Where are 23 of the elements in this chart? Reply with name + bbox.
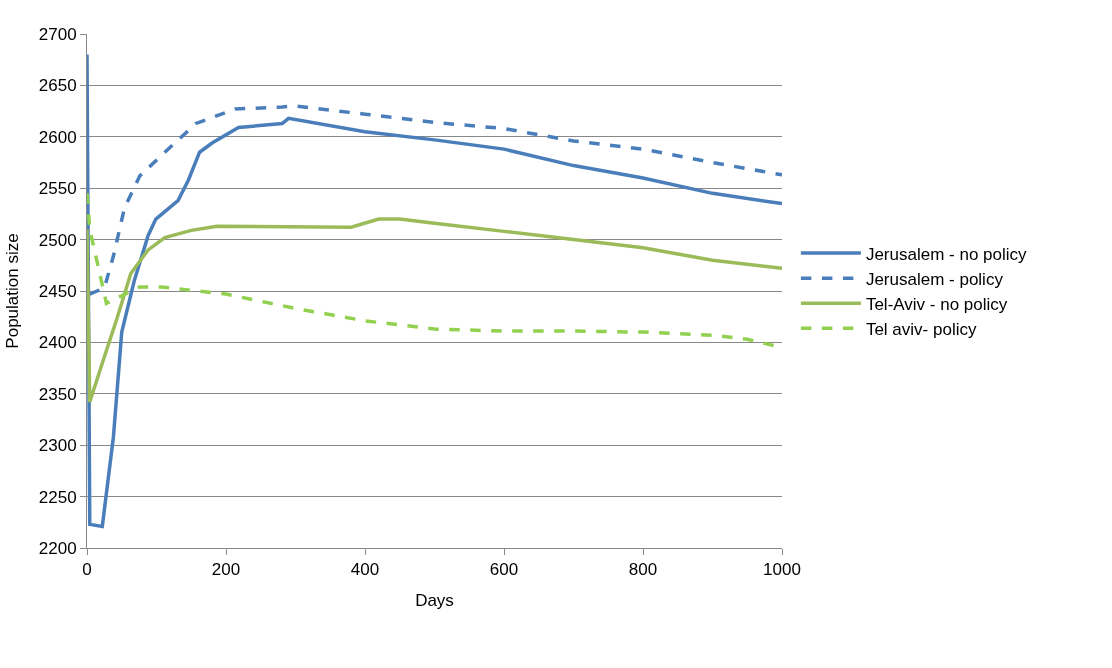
x-tick-label: 200 xyxy=(211,560,241,580)
y-tick-label: 2300 xyxy=(38,436,77,456)
x-tick-label: 800 xyxy=(628,560,658,580)
x-tick-label: 0 xyxy=(82,560,92,580)
y-tick-label: 2400 xyxy=(38,333,77,353)
y-axis-title: Population size xyxy=(3,233,23,349)
legend-label: Tel aviv- policy xyxy=(865,319,977,339)
x-tick-label: 1000 xyxy=(763,560,801,580)
y-tick-label: 2700 xyxy=(38,24,77,44)
legend-label: Tel-Aviv - no policy xyxy=(865,294,1008,314)
legend-label: Jerusalem - policy xyxy=(865,269,1004,289)
y-tick-label: 2250 xyxy=(38,487,77,507)
y-tick-label: 2200 xyxy=(38,538,77,558)
x-axis-title: Days xyxy=(415,590,454,610)
y-tick-label: 2600 xyxy=(38,127,77,147)
x-tick-label: 600 xyxy=(489,560,519,580)
legend-label: Jerusalem - no policy xyxy=(865,244,1028,264)
y-tick-label: 2350 xyxy=(38,384,77,404)
x-tick-label: 400 xyxy=(350,560,380,580)
y-tick-label: 2650 xyxy=(38,76,77,96)
y-tick-label: 2500 xyxy=(38,230,77,250)
y-tick-label: 2550 xyxy=(38,179,77,199)
y-tick-label: 2450 xyxy=(38,281,77,301)
